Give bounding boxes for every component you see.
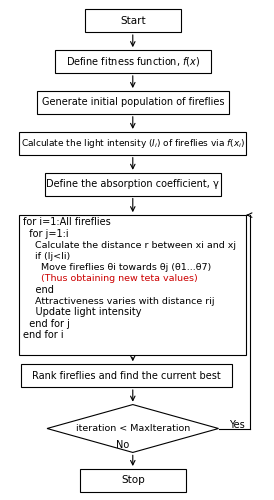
Text: end: end (23, 285, 54, 295)
Text: for j=1:i: for j=1:i (23, 228, 69, 238)
Bar (37, 91, 229, 114)
Text: if (Ij<Ii): if (Ij<Ii) (23, 252, 70, 261)
Text: end for j: end for j (23, 319, 70, 329)
Bar (19, 215, 246, 354)
Text: Calculate the distance r between xi and xj: Calculate the distance r between xi and … (23, 241, 236, 250)
Text: Yes: Yes (229, 420, 244, 430)
Bar (45, 172, 221, 196)
Bar (85, 9, 181, 32)
Text: Define fitness function, $f(x)$: Define fitness function, $f(x)$ (66, 55, 200, 68)
Text: No: No (116, 440, 129, 450)
Text: Attractiveness varies with distance rij: Attractiveness varies with distance rij (23, 297, 215, 306)
Text: Rank fireflies and find the current best: Rank fireflies and find the current best (32, 370, 221, 380)
Bar (19, 132, 246, 155)
Text: (Thus obtaining new teta values): (Thus obtaining new teta values) (23, 274, 198, 283)
Text: iteration < MaxIteration: iteration < MaxIteration (76, 424, 190, 433)
Text: Stop: Stop (121, 476, 145, 486)
Bar (55, 50, 211, 73)
Text: Update light intensity: Update light intensity (23, 308, 142, 318)
Polygon shape (47, 404, 218, 452)
Text: Move fireflies θi towards θj (θ1...θ7): Move fireflies θi towards θj (θ1...θ7) (23, 264, 211, 272)
Bar (21, 364, 232, 387)
Text: Define the absorption coefficient, γ: Define the absorption coefficient, γ (46, 179, 219, 189)
Text: Start: Start (120, 16, 145, 26)
Text: for i=1:All fireflies: for i=1:All fireflies (23, 216, 111, 226)
Text: Generate initial population of fireflies: Generate initial population of fireflies (42, 98, 224, 108)
Text: Calculate the light intensity $(I_i)$ of fireflies via $f(x_i)$: Calculate the light intensity $(I_i)$ of… (21, 137, 245, 150)
Bar (80, 469, 186, 492)
Text: end for i: end for i (23, 330, 64, 340)
